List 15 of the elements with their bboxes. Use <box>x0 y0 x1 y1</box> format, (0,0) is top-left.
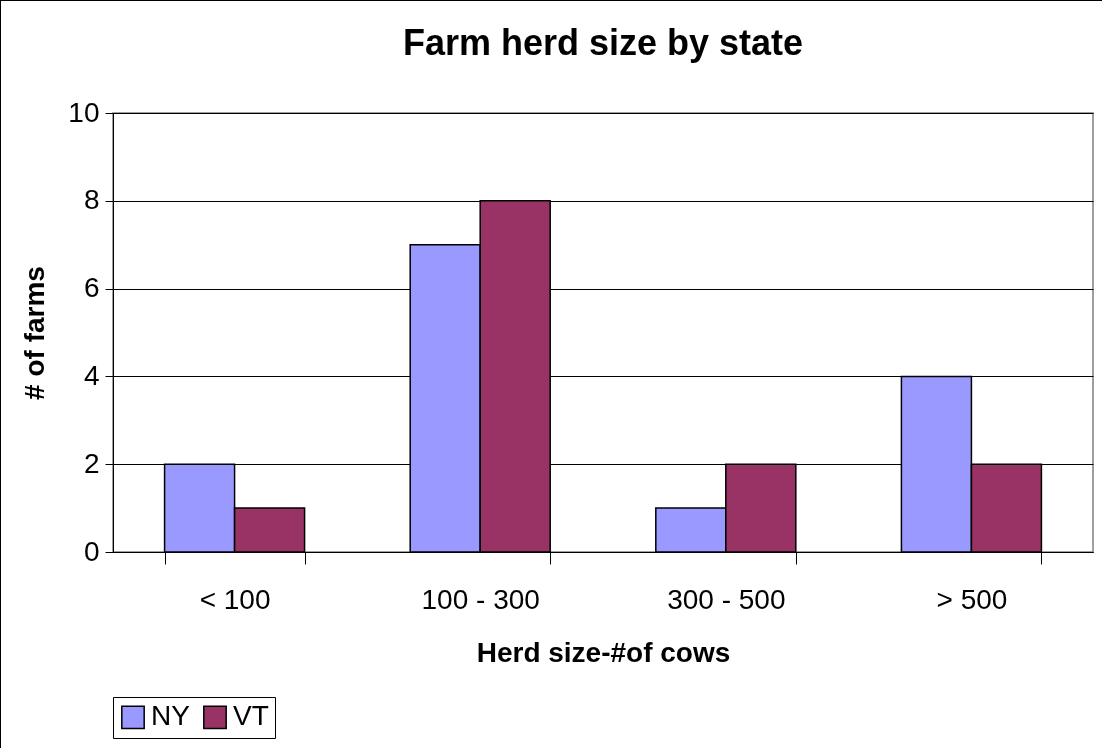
y-tick-label: 2 <box>83 447 100 479</box>
x-axis-title: Herd size-#of cows <box>476 636 731 668</box>
y-tick-label: 4 <box>83 359 100 391</box>
y-tick-label: 8 <box>83 184 100 216</box>
y-axis-title: # of farms <box>19 266 51 400</box>
y-tick-label: 0 <box>83 535 100 567</box>
x-tick-label: < 100 <box>199 583 271 615</box>
y-tick-label: 10 <box>68 96 100 128</box>
legend-label: VT <box>233 700 269 732</box>
y-tick-label: 6 <box>83 272 100 304</box>
chart-title: Farm herd size by state <box>402 22 804 63</box>
x-tick-label: 300 - 500 <box>667 583 786 615</box>
x-tick-label: 100 - 300 <box>421 583 540 615</box>
x-tick-label: > 500 <box>936 583 1008 615</box>
legend-label: NY <box>151 700 191 732</box>
